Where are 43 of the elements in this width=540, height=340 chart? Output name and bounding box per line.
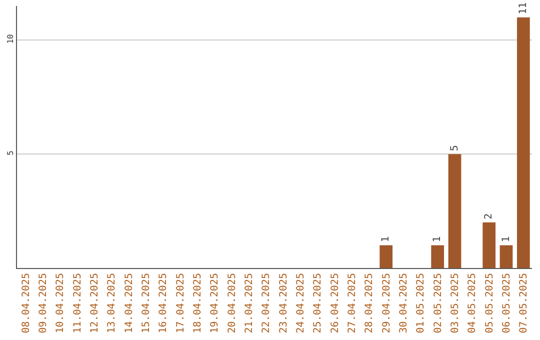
x-tick-label: 23.04.2025 xyxy=(278,273,290,334)
x-tick-label: 16.04.2025 xyxy=(158,273,170,334)
x-tick-label: 14.04.2025 xyxy=(124,273,135,334)
x-tick-label: 26.04.2025 xyxy=(330,273,341,334)
x-tick-label: 27.04.2025 xyxy=(347,273,358,334)
data-label: 2 xyxy=(484,213,495,220)
data-label: 1 xyxy=(500,236,512,242)
x-tick-label: 08.04.2025 xyxy=(20,273,32,334)
x-tick-label: 21.04.2025 xyxy=(244,273,255,334)
x-tick-label: 01.05.2025 xyxy=(416,273,427,334)
bar xyxy=(431,245,444,268)
x-tick-label: 29.04.2025 xyxy=(381,273,392,334)
x-tick-label: 07.05.2025 xyxy=(518,273,530,334)
data-label: 11 xyxy=(518,2,529,14)
x-tick-label: 03.05.2025 xyxy=(450,273,461,334)
data-label: 1 xyxy=(380,236,392,242)
x-tick-label: 22.04.2025 xyxy=(261,273,272,334)
bar xyxy=(448,154,462,268)
x-tick-label: 06.05.2025 xyxy=(502,273,512,334)
x-tick-label: 20.04.2025 xyxy=(226,273,238,334)
bar xyxy=(380,245,393,268)
x-tick-label: 02.05.2025 xyxy=(432,273,444,334)
x-tick-label: 15.04.2025 xyxy=(141,273,152,334)
x-tick-label: 24.04.2025 xyxy=(296,273,306,334)
bar xyxy=(482,222,496,268)
x-tick-label: 09.04.2025 xyxy=(38,273,49,334)
y-tick-label: 10 xyxy=(6,34,15,44)
x-tick-label: 28.04.2025 xyxy=(364,273,376,334)
x-tick-label: 11.04.2025 xyxy=(72,273,84,334)
x-tick-label: 19.04.2025 xyxy=(210,273,221,334)
data-label: 5 xyxy=(449,145,460,152)
bar xyxy=(516,17,530,268)
x-tick-label: 12.04.2025 xyxy=(90,273,100,334)
x-tick-label: 05.05.2025 xyxy=(484,273,496,334)
x-tick-label: 25.04.2025 xyxy=(312,273,324,334)
x-tick-label: 10.04.2025 xyxy=(55,273,66,334)
x-tick-label: 17.04.2025 xyxy=(175,273,186,334)
data-label: 1 xyxy=(432,236,444,242)
bar xyxy=(500,245,513,268)
x-tick-label: 13.04.2025 xyxy=(106,273,118,334)
x-tick-label: 04.05.2025 xyxy=(467,273,478,334)
x-tick-label: 30.04.2025 xyxy=(398,273,410,334)
x-tick-label: 18.04.2025 xyxy=(192,273,204,334)
